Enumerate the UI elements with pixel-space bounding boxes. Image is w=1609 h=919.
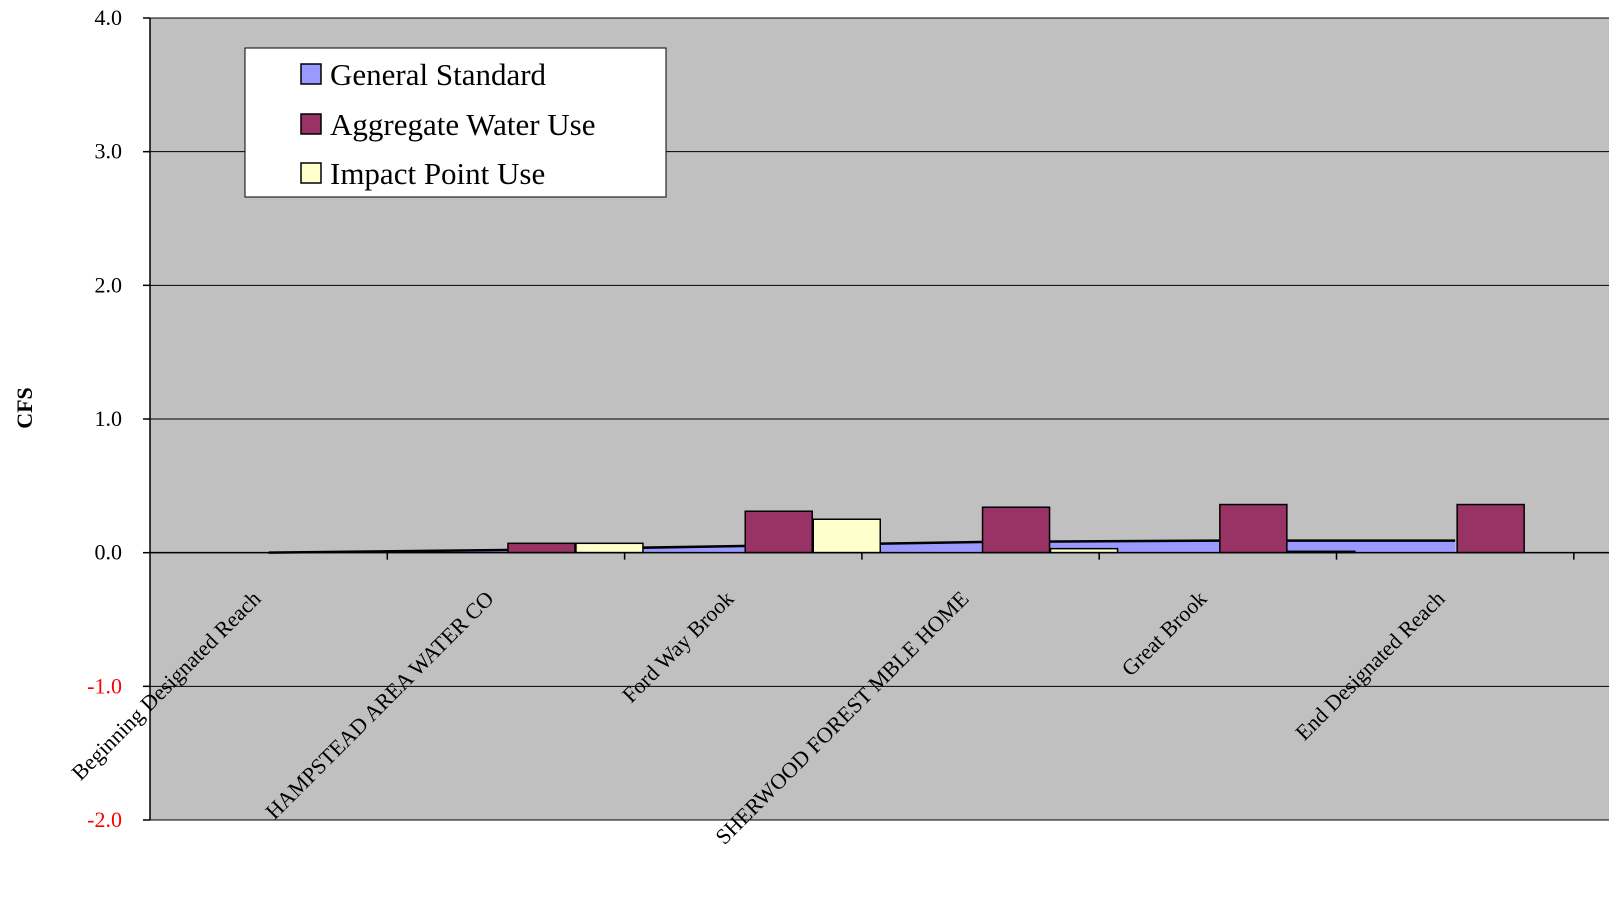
bar-aggregate-water-use bbox=[1219, 503, 1288, 554]
legend-swatch-general-standard bbox=[300, 63, 322, 85]
legend: General Standard Aggregate Water Use Imp… bbox=[244, 47, 667, 198]
y-tick-label: -2.0 bbox=[87, 807, 122, 832]
y-tick-label: -1.0 bbox=[87, 673, 122, 698]
bars bbox=[150, 503, 1609, 554]
y-ticks: 4.0 3.0 2.0 1.0 0.0 -1.0 -2.0 bbox=[87, 5, 150, 832]
y-tick-label: 0.0 bbox=[95, 540, 123, 565]
y-tick-label: 3.0 bbox=[95, 139, 123, 164]
legend-label-general-standard: General Standard bbox=[330, 57, 547, 92]
bar-aggregate-water-use bbox=[507, 542, 576, 554]
y-axis-label: CFS bbox=[12, 387, 37, 429]
y-tick-label: 4.0 bbox=[95, 5, 123, 30]
y-tick-label: 1.0 bbox=[95, 406, 123, 431]
bar-impact-point-use bbox=[575, 542, 644, 554]
legend-label-impact-point-use: Impact Point Use bbox=[330, 156, 545, 191]
x-ticks bbox=[386, 552, 1575, 560]
legend-swatch-impact-point-use bbox=[300, 162, 322, 184]
bar-aggregate-water-use bbox=[981, 506, 1051, 554]
bar-impact-point-use bbox=[812, 518, 881, 554]
y-tick-label: 2.0 bbox=[95, 272, 123, 297]
legend-swatch-aggregate-water-use bbox=[300, 113, 322, 135]
bar-aggregate-water-use bbox=[1456, 503, 1525, 554]
legend-label-aggregate-water-use: Aggregate Water Use bbox=[330, 107, 595, 142]
bar-aggregate-water-use bbox=[744, 510, 813, 554]
